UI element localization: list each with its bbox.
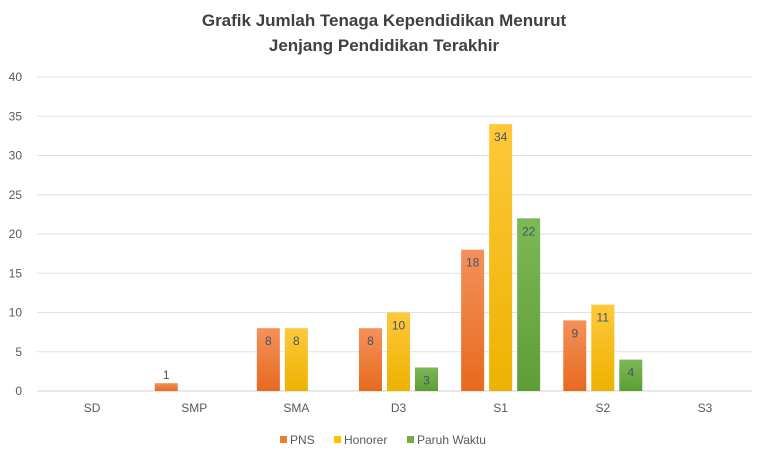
data-label: 1: [163, 368, 170, 382]
legend-label: PNS: [290, 433, 315, 447]
legend-swatch: [334, 436, 341, 443]
x-tick-label: S3: [698, 401, 713, 415]
bar-pns: [154, 383, 178, 391]
y-tick-label: 25: [9, 188, 23, 202]
legend-swatch: [280, 436, 287, 443]
y-tick-label: 30: [9, 149, 23, 163]
y-tick-label: 0: [15, 384, 22, 398]
legend-label: Honorer: [344, 433, 387, 447]
chart-title-line-1: Grafik Jumlah Tenaga Kependidikan Menuru…: [202, 11, 567, 30]
data-label: 8: [367, 334, 374, 348]
bar-pns: [256, 328, 280, 391]
bar-honorer: [284, 328, 308, 391]
chart-title-line-2: Jenjang Pendidikan Terakhir: [269, 36, 500, 55]
data-label: 10: [392, 319, 406, 333]
y-tick-label: 5: [15, 345, 22, 359]
data-label: 9: [571, 326, 578, 340]
x-tick-label: SMP: [181, 401, 207, 415]
data-label: 22: [522, 224, 536, 238]
y-tick-label: 40: [9, 70, 23, 84]
y-tick-label: 15: [9, 266, 23, 280]
bar-paruh-waktu: [619, 359, 643, 391]
y-tick-label: 10: [9, 306, 23, 320]
x-tick-label: SMA: [283, 401, 309, 415]
data-label: 4: [627, 366, 634, 380]
y-tick-label: 35: [9, 109, 23, 123]
bar-honorer: [489, 124, 513, 391]
bar-paruh-waktu: [517, 218, 541, 391]
legend-label: Paruh Waktu: [417, 433, 486, 447]
data-label: 18: [466, 256, 480, 270]
bar-pns: [461, 249, 485, 391]
bar-paruh-waktu: [415, 367, 438, 391]
data-label: 11: [597, 311, 610, 325]
data-label: 8: [293, 334, 300, 348]
bar-pns: [563, 320, 587, 391]
y-tick-label: 20: [9, 227, 23, 241]
data-label: 34: [494, 130, 508, 144]
bar-pns: [359, 328, 382, 391]
x-tick-label: S1: [493, 401, 508, 415]
x-tick-label: SD: [84, 401, 101, 415]
bar-honorer: [591, 304, 615, 391]
data-label: 3: [423, 373, 430, 387]
legend-swatch: [407, 436, 414, 443]
data-label: 8: [265, 334, 272, 348]
x-tick-label: D3: [391, 401, 407, 415]
x-tick-label: S2: [595, 401, 610, 415]
bar-honorer: [387, 312, 410, 391]
